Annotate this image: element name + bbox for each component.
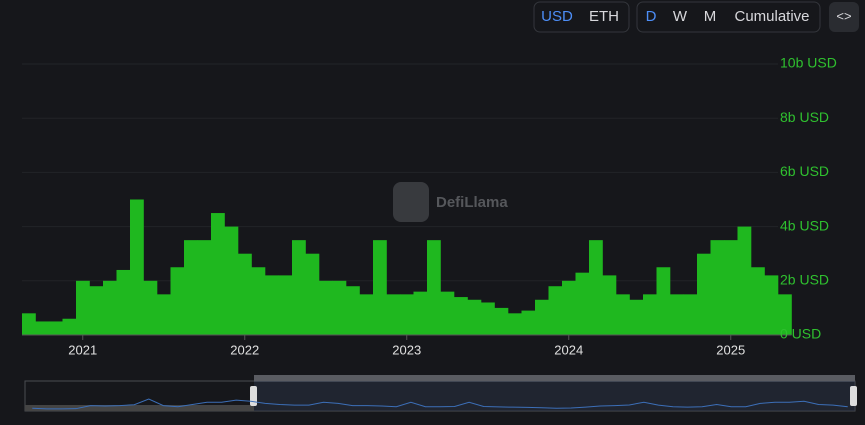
- x-tick-label: 2025: [716, 342, 745, 357]
- bar: [251, 267, 266, 335]
- bar: [697, 253, 711, 335]
- bar: [710, 240, 725, 335]
- bar: [89, 286, 104, 335]
- eth-button[interactable]: ETH: [589, 8, 619, 25]
- bar: [22, 313, 36, 335]
- bar: [589, 240, 603, 335]
- navigator-right-handle[interactable]: [850, 386, 857, 406]
- bar: [35, 321, 50, 335]
- bar: [778, 294, 792, 335]
- y-tick-label: 4b USD: [780, 217, 829, 233]
- bar: [413, 291, 428, 335]
- bar: [224, 226, 239, 335]
- month-button[interactable]: M: [704, 8, 717, 25]
- cumulative-button[interactable]: Cumulative: [734, 8, 809, 25]
- bar: [454, 297, 468, 335]
- navigator-left-handle[interactable]: [250, 386, 257, 406]
- bar: [197, 240, 212, 335]
- day-button[interactable]: D: [646, 8, 657, 25]
- bar: [143, 280, 158, 335]
- bar: [265, 275, 279, 335]
- bar: [683, 294, 698, 335]
- bar: [76, 280, 90, 335]
- bar: [359, 294, 374, 335]
- bar: [724, 240, 738, 335]
- watermark-logo: [393, 182, 429, 222]
- period-toggle[interactable]: [636, 1, 821, 33]
- bar: [535, 299, 549, 335]
- bar: [427, 240, 441, 335]
- watermark: DefiLlama: [393, 182, 508, 222]
- bar: [400, 294, 414, 335]
- currency-toggle[interactable]: [533, 1, 630, 33]
- y-tick-label: 8b USD: [780, 109, 829, 125]
- bar: [643, 294, 657, 335]
- bar: [508, 313, 522, 335]
- bar: [548, 286, 563, 335]
- bar: [386, 294, 401, 335]
- week-button[interactable]: W: [673, 8, 688, 25]
- bar: [62, 318, 77, 335]
- y-tick-label: 0 USD: [780, 326, 821, 342]
- y-tick-label: 10b USD: [780, 55, 837, 71]
- bar: [305, 253, 320, 335]
- bar: [481, 302, 495, 335]
- bar: [656, 267, 671, 335]
- bar: [211, 213, 225, 335]
- bar: [103, 280, 117, 335]
- bar: [373, 240, 387, 335]
- bar: [319, 280, 333, 335]
- bar: [292, 240, 306, 335]
- usd-button[interactable]: USD: [541, 8, 573, 25]
- x-tick-label: 2024: [554, 342, 583, 357]
- bar: [562, 280, 576, 335]
- bar: [521, 310, 536, 335]
- navigator-selection[interactable]: [254, 381, 855, 411]
- bar: [751, 267, 765, 335]
- bar: [238, 253, 252, 335]
- bar: [575, 272, 590, 335]
- embed-button[interactable]: [829, 2, 859, 32]
- bar: [49, 321, 63, 335]
- bar: [737, 226, 752, 335]
- bar: [440, 291, 455, 335]
- navigator-line: [32, 398, 848, 410]
- bar: [467, 299, 482, 335]
- bar: [116, 269, 131, 335]
- bar: [184, 240, 198, 335]
- bar: [629, 299, 644, 335]
- bar: [602, 275, 617, 335]
- y-tick-label: 2b USD: [780, 272, 829, 288]
- x-tick-label: 2023: [392, 342, 421, 357]
- watermark-text: DefiLlama: [436, 194, 508, 211]
- bar: [670, 294, 684, 335]
- bar: [170, 267, 185, 335]
- bar: [494, 307, 509, 335]
- navigator-handle-bar[interactable]: [254, 375, 855, 382]
- y-tick-label: 6b USD: [780, 163, 829, 179]
- plot-area: 2021 2022 2023 2024 2025 0 USD 2b USD 4b USD 6b …: [22, 55, 837, 357]
- bar: [130, 199, 144, 335]
- navigator-unselected: [25, 405, 254, 411]
- embed-icon[interactable]: <>: [836, 8, 851, 23]
- bar: [278, 275, 293, 335]
- x-tick-label: 2021: [68, 342, 97, 357]
- bar: [764, 275, 779, 335]
- bar: [332, 280, 347, 335]
- bar: [616, 294, 630, 335]
- bar: [157, 294, 171, 335]
- bar: [346, 286, 360, 335]
- x-tick-label: 2022: [230, 342, 259, 357]
